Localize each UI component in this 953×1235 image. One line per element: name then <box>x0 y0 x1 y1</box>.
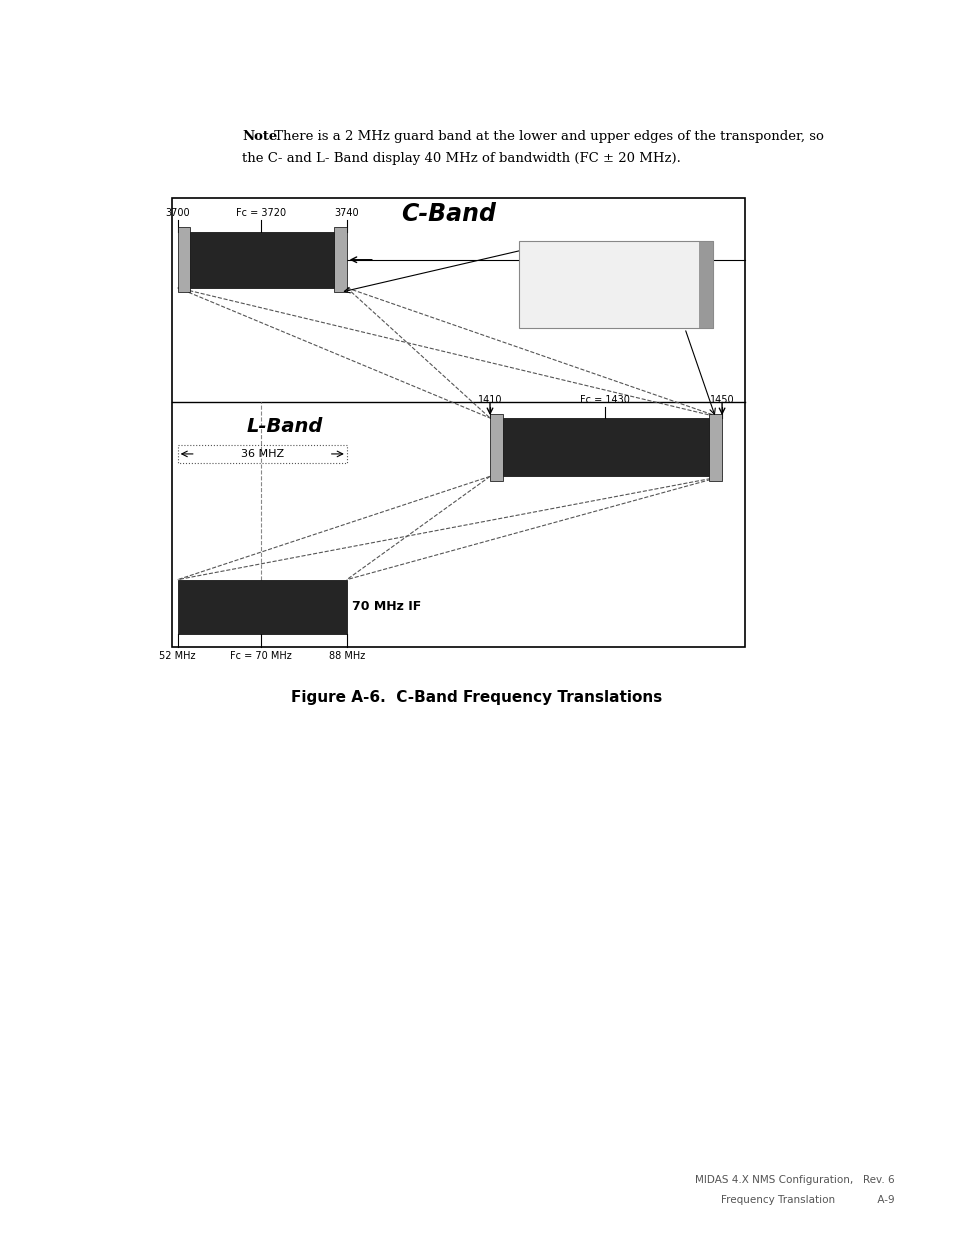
Bar <box>177 579 346 634</box>
Text: Fc = 3720: Fc = 3720 <box>235 209 286 219</box>
Text: L-Band: L-Band <box>246 417 322 436</box>
Bar <box>172 198 744 647</box>
Bar <box>518 241 713 329</box>
Text: 70 MHz IF: 70 MHz IF <box>352 600 421 613</box>
Text: the C- and L- Band display 40 MHz of bandwidth (FC ± 20 MHz).: the C- and L- Band display 40 MHz of ban… <box>242 152 680 165</box>
Text: C-Band: C-Band <box>401 201 496 226</box>
Text: There is a 2 MHz guard band at the lower and upper edges of the transponder, so: There is a 2 MHz guard band at the lower… <box>270 130 823 143</box>
Text: Frequency Translation             A-9: Frequency Translation A-9 <box>720 1195 894 1205</box>
Text: 1410-1412   L   1448-1450: 1410-1412 L 1448-1450 <box>553 301 663 311</box>
Text: 88 MHz: 88 MHz <box>328 652 364 662</box>
Text: 1450: 1450 <box>709 394 734 405</box>
Bar <box>709 414 721 480</box>
Text: Fc = 1430: Fc = 1430 <box>579 394 629 405</box>
Bar <box>334 227 346 293</box>
Bar <box>191 232 334 288</box>
Text: Fc = 70 MHz: Fc = 70 MHz <box>230 652 292 662</box>
Text: Guard Band: Guard Band <box>581 256 635 264</box>
Text: Figure A-6.  C-Band Frequency Translations: Figure A-6. C-Band Frequency Translation… <box>291 690 662 705</box>
Text: 3700-3702  C  3738-3740: 3700-3702 C 3738-3740 <box>555 280 662 289</box>
Text: MIDAS 4.X NMS Configuration,   Rev. 6: MIDAS 4.X NMS Configuration, Rev. 6 <box>695 1174 894 1186</box>
Text: 1410: 1410 <box>477 394 501 405</box>
Bar <box>490 414 502 480</box>
Bar <box>502 417 709 477</box>
Text: Note: Note <box>242 130 277 143</box>
Bar <box>177 227 191 293</box>
Bar <box>177 445 346 463</box>
Bar <box>699 241 713 329</box>
Text: 3700: 3700 <box>165 209 190 219</box>
Text: 36 MHZ: 36 MHZ <box>240 450 283 459</box>
Text: 52 MHz: 52 MHz <box>159 652 195 662</box>
Text: 3740: 3740 <box>335 209 358 219</box>
